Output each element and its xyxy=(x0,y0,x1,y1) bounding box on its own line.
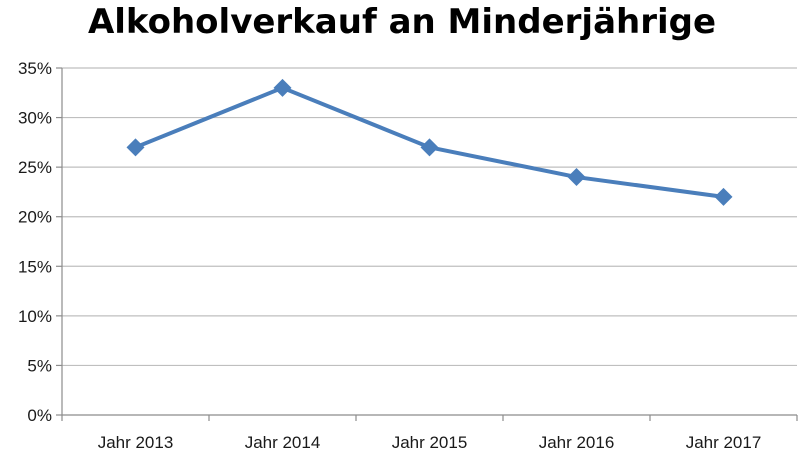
y-tick-label: 30% xyxy=(18,109,52,128)
y-tick-label: 20% xyxy=(18,208,52,227)
data-point-marker xyxy=(714,187,733,206)
y-tick-label: 5% xyxy=(27,356,52,375)
x-tick-label: Jahr 2016 xyxy=(539,433,615,452)
axes xyxy=(56,67,798,421)
data-point-marker xyxy=(126,138,145,157)
data-point-marker xyxy=(420,138,439,157)
y-tick-label: 10% xyxy=(18,307,52,326)
y-tick-label: 35% xyxy=(18,59,52,78)
data-point-marker xyxy=(273,78,292,97)
chart-title: Alkoholverkauf an Minderjährige xyxy=(88,2,716,42)
series-layer xyxy=(126,78,733,206)
gridlines xyxy=(62,67,797,367)
y-tick-label: 25% xyxy=(18,158,52,177)
x-tick-label: Jahr 2015 xyxy=(392,433,468,452)
x-tick-label: Jahr 2014 xyxy=(245,433,321,452)
y-axis-tick-labels: 0% 5% 10% 15% 20% 25% 30% 35% xyxy=(18,59,52,425)
x-tick-label: Jahr 2013 xyxy=(98,433,174,452)
data-point-marker xyxy=(567,168,586,187)
y-tick-label: 0% xyxy=(27,406,52,425)
y-tick-label: 15% xyxy=(18,257,52,276)
x-tick-label: Jahr 2017 xyxy=(686,433,762,452)
x-axis-tick-labels: Jahr 2013 Jahr 2014 Jahr 2015 Jahr 2016 Jahr… xyxy=(98,433,762,452)
